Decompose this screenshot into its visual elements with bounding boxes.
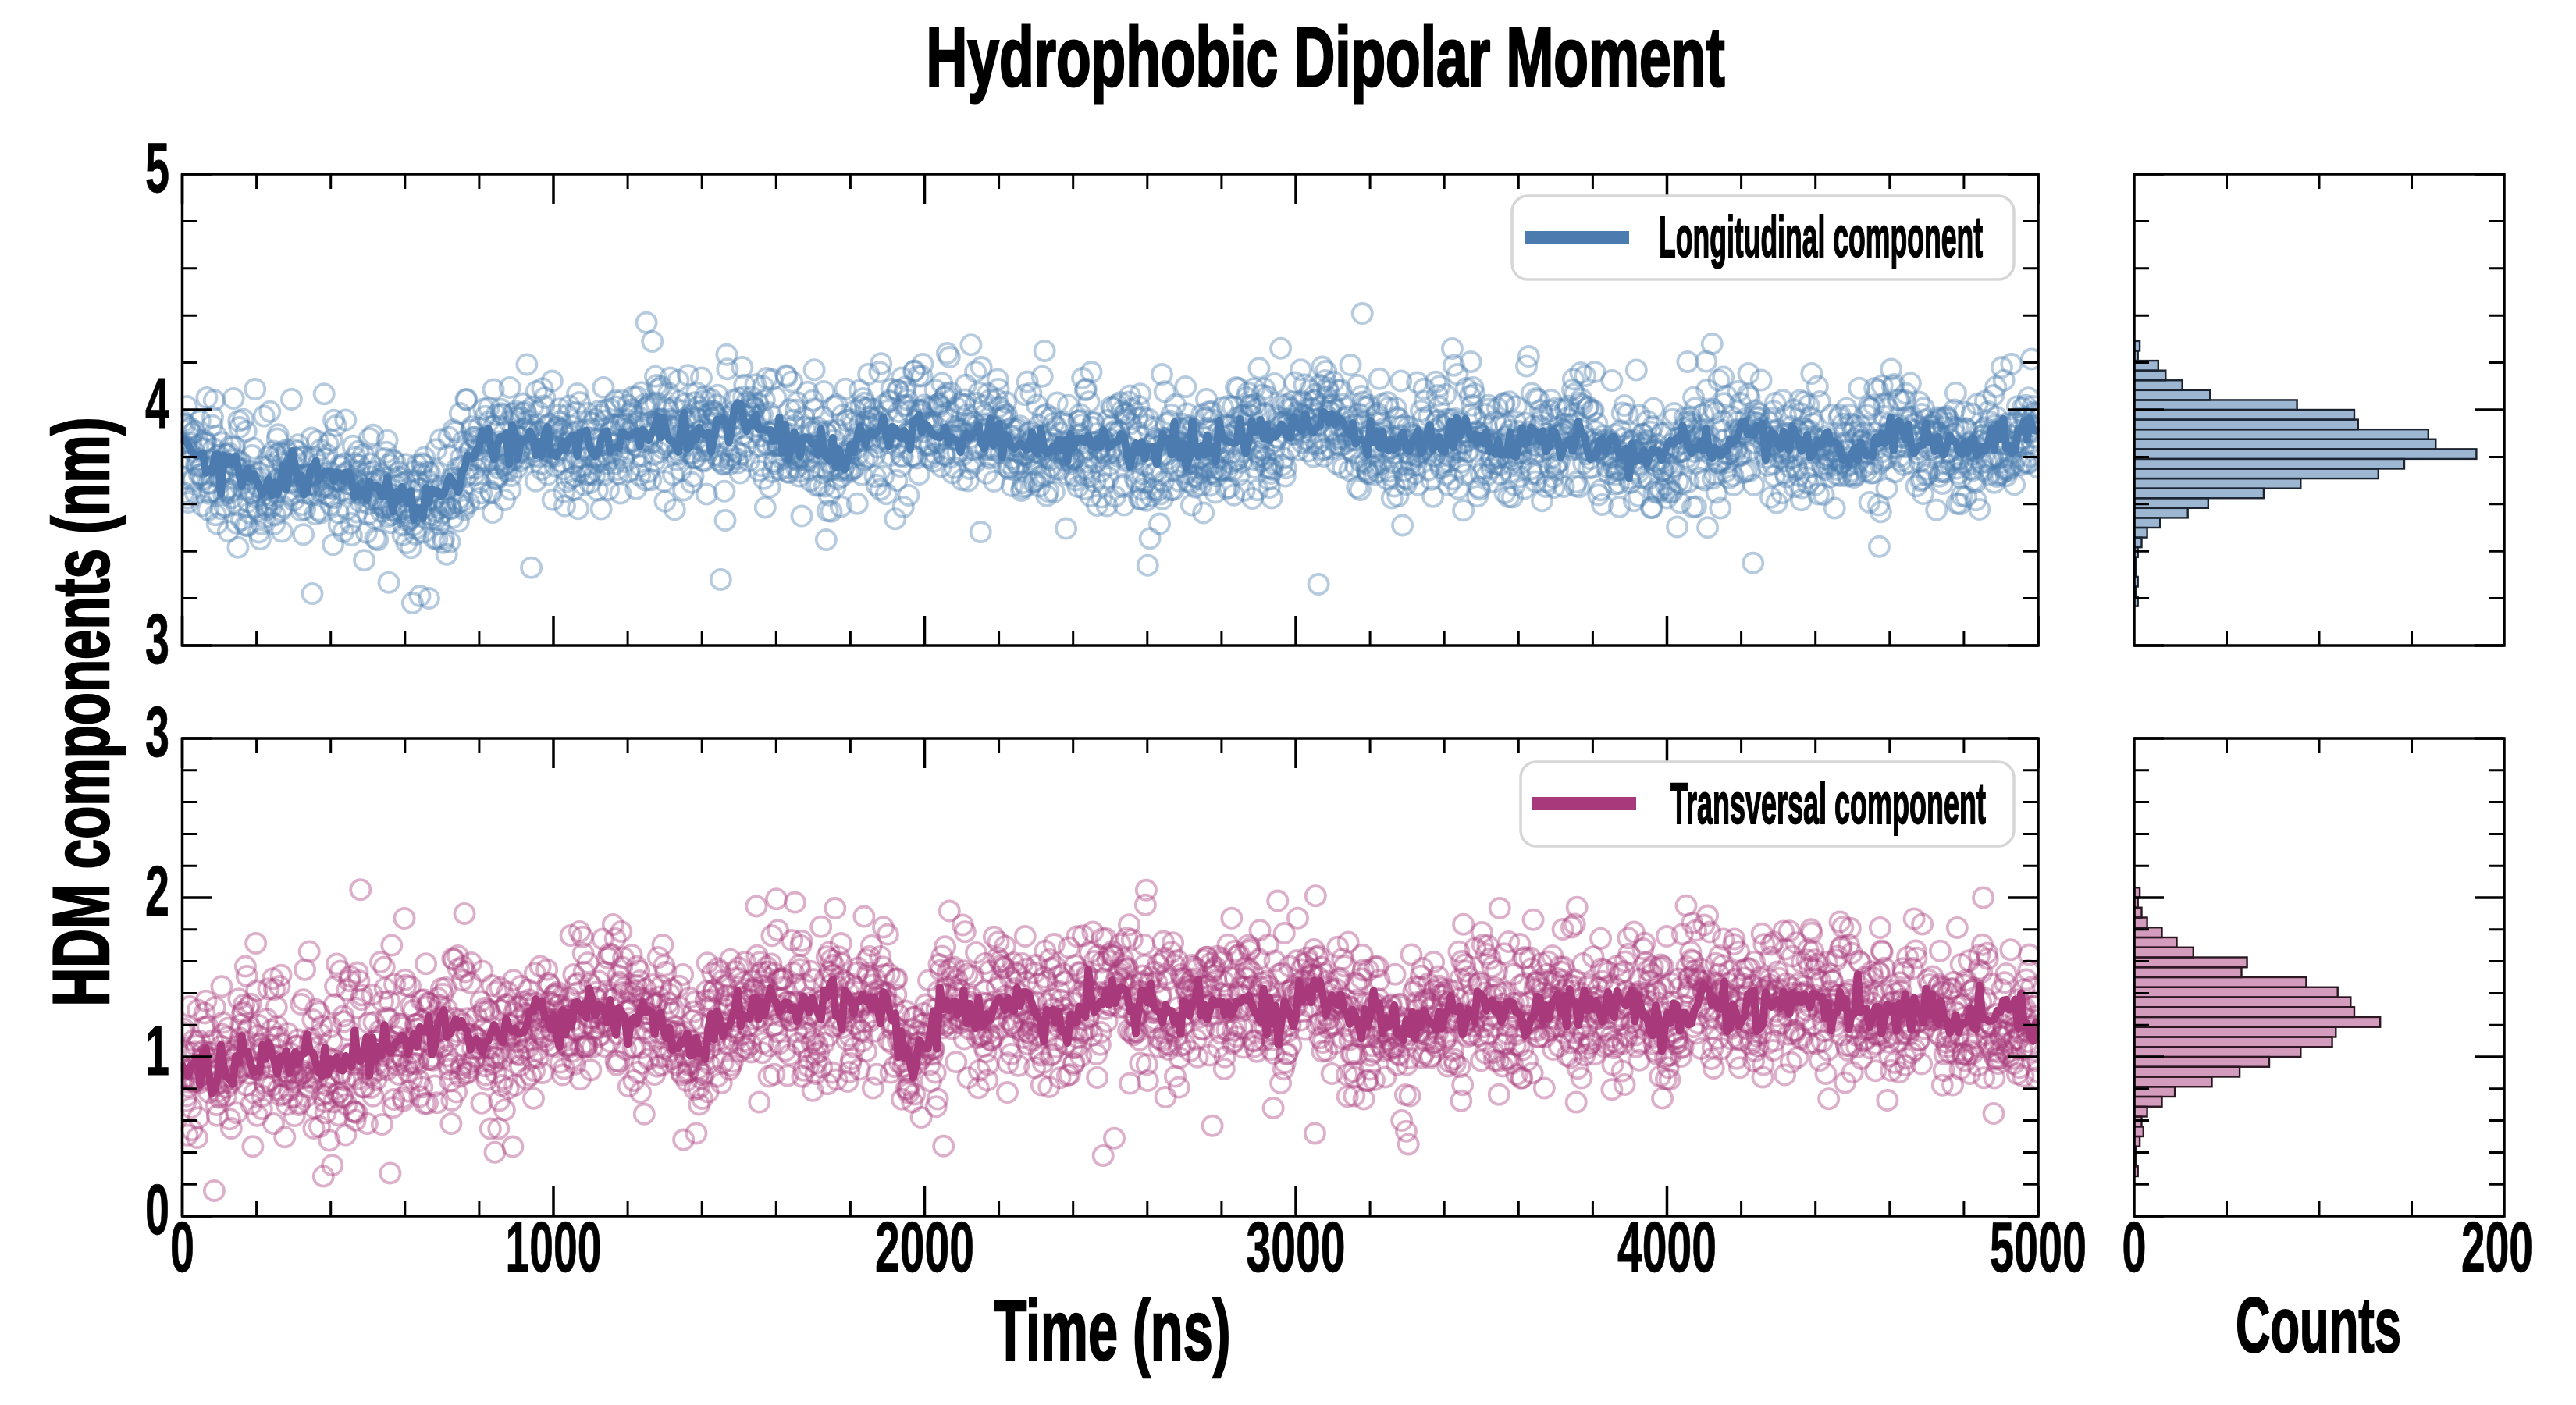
svg-text:1000: 1000: [506, 1208, 602, 1286]
svg-text:Longitudinal component: Longitudinal component: [1659, 205, 1983, 269]
svg-text:Time (ns): Time (ns): [994, 1282, 1231, 1378]
svg-text:1: 1: [145, 1012, 169, 1090]
svg-text:HDM components (nm): HDM components (nm): [37, 418, 126, 1007]
svg-text:Hydrophobic Dipolar Moment: Hydrophobic Dipolar Moment: [927, 9, 1725, 104]
svg-text:4000: 4000: [1617, 1208, 1717, 1286]
svg-text:Counts: Counts: [2236, 1281, 2401, 1368]
svg-text:3: 3: [145, 600, 169, 678]
svg-text:200: 200: [2461, 1208, 2533, 1286]
svg-text:2000: 2000: [875, 1208, 974, 1286]
svg-text:3000: 3000: [1247, 1208, 1346, 1286]
svg-text:Transversal component: Transversal component: [1670, 771, 1986, 836]
svg-text:4: 4: [145, 365, 169, 443]
svg-text:0: 0: [170, 1208, 194, 1286]
svg-text:5000: 5000: [1990, 1208, 2087, 1286]
svg-text:3: 3: [145, 693, 169, 771]
svg-text:0: 0: [2122, 1208, 2147, 1286]
svg-text:0: 0: [145, 1171, 169, 1249]
svg-text:2: 2: [145, 852, 169, 930]
svg-text:5: 5: [145, 129, 169, 207]
